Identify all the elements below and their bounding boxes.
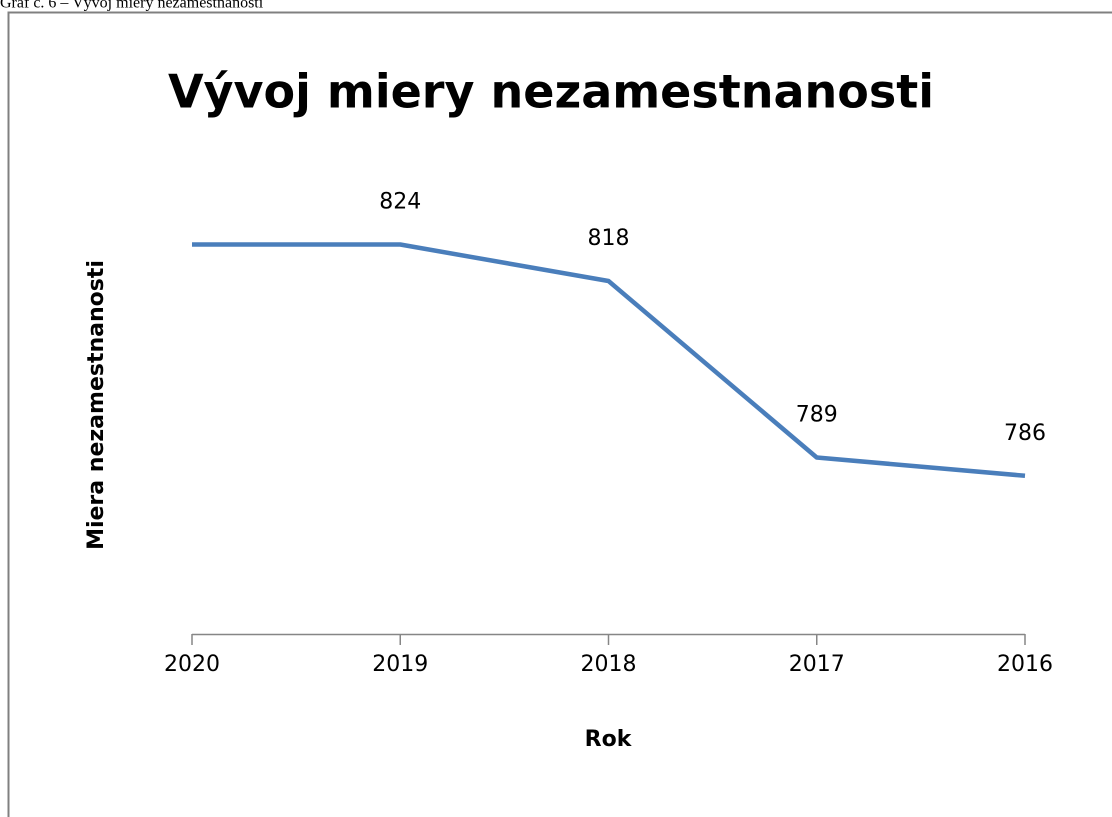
y-axis-label: Miera nezamestnanosti <box>84 260 109 550</box>
x-tick-label: 2016 <box>997 652 1053 677</box>
x-tick-label: 2017 <box>789 652 845 677</box>
data-label: 818 <box>588 226 630 251</box>
chart-frame <box>7 11 1112 817</box>
data-label: 824 <box>379 190 421 215</box>
data-line <box>192 242 1026 479</box>
x-tick-label: 2019 <box>372 652 428 677</box>
data-label: 786 <box>1004 421 1046 446</box>
chart-title: Vývoj miery nezamestnanosti <box>168 65 934 119</box>
x-tick-label: 2020 <box>164 652 220 677</box>
x-tick-label: 2018 <box>581 652 637 677</box>
x-axis-label: Rok <box>585 727 633 752</box>
data-label: 789 <box>796 403 838 428</box>
caption: Graf č. 6 – Vývoj miery nezamestnanosti <box>0 0 264 12</box>
